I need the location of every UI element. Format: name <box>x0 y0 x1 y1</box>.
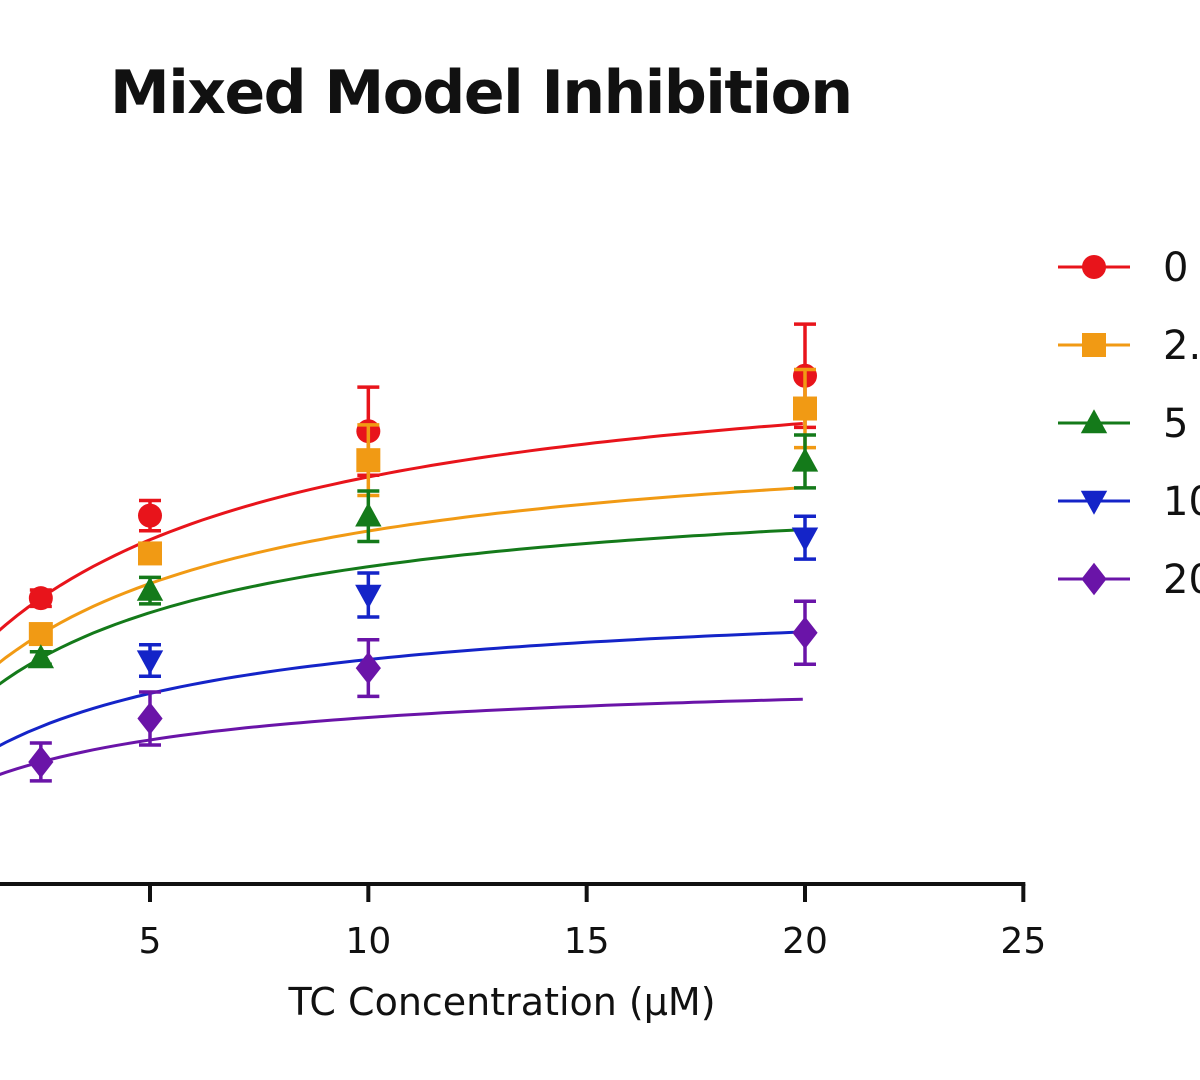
series-layer <box>0 322 819 783</box>
data-point <box>136 650 164 675</box>
legend-marker <box>1080 490 1108 515</box>
series-5 <box>0 433 819 686</box>
data-point <box>28 586 53 611</box>
legend-label: 20 <box>1163 557 1200 603</box>
legend-marker <box>1081 562 1107 596</box>
x-axis: 5 10 15 20 25 <box>0 882 1046 962</box>
legend-marker <box>1082 333 1106 357</box>
legend-label: 2. <box>1163 323 1200 369</box>
data-point <box>791 447 819 472</box>
legend-item: 2. <box>1058 323 1200 369</box>
x-tick-label: 25 <box>1000 921 1046 962</box>
fit-curve <box>0 422 803 632</box>
series-2 <box>0 367 817 665</box>
series-20 <box>0 599 818 783</box>
data-point <box>138 541 162 566</box>
fit-curve <box>0 486 803 665</box>
x-tick-label: 20 <box>782 921 828 962</box>
series-0 <box>0 322 817 632</box>
data-point <box>791 527 819 552</box>
legend-item: 20 <box>1058 557 1200 603</box>
data-point <box>138 503 162 528</box>
data-point <box>27 644 55 669</box>
data-point <box>793 396 817 421</box>
x-tick-label: 15 <box>564 921 610 962</box>
x-tick-label: 5 <box>139 921 162 962</box>
legend-label: 0 <box>1163 245 1188 291</box>
data-point <box>356 448 381 473</box>
legend-item: 5 <box>1058 401 1188 447</box>
fit-curve <box>0 697 803 776</box>
legend-label: 10 <box>1163 479 1200 525</box>
series-10 <box>0 514 819 748</box>
data-point <box>28 745 54 779</box>
legend-marker <box>1082 255 1106 279</box>
data-point <box>28 622 53 647</box>
data-point <box>137 702 163 735</box>
legend-marker <box>1080 409 1108 434</box>
x-axis-title: TC Concentration (μM) <box>287 980 715 1024</box>
fit-curve <box>0 528 803 686</box>
data-point <box>355 502 382 527</box>
data-point <box>792 616 818 649</box>
data-point <box>355 651 381 685</box>
legend: 0 2. 5 10 20 <box>1058 245 1200 603</box>
legend-item: 0 <box>1058 245 1188 291</box>
legend-label: 5 <box>1163 401 1188 447</box>
data-point <box>355 584 382 609</box>
x-tick-label: 10 <box>345 921 391 962</box>
legend-item: 10 <box>1058 479 1200 525</box>
data-point <box>136 576 164 601</box>
chart-title: Mixed Model Inhibition <box>110 58 853 128</box>
fit-curve <box>0 630 803 748</box>
